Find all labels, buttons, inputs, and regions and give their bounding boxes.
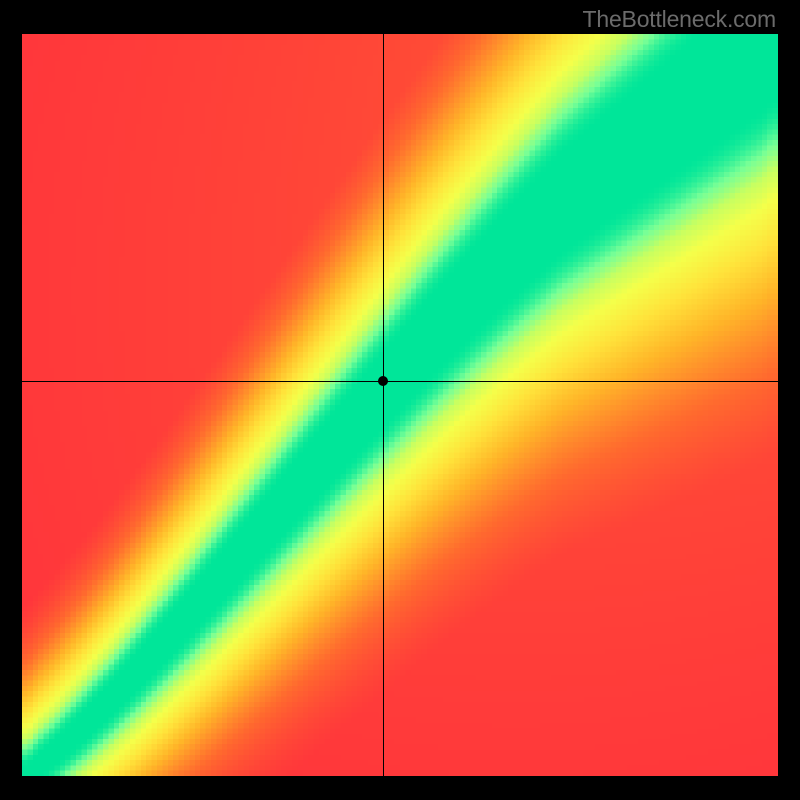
watermark-text: TheBottleneck.com xyxy=(583,6,776,33)
crosshair-marker xyxy=(378,376,388,386)
bottleneck-heatmap xyxy=(22,34,778,776)
heatmap-canvas xyxy=(22,34,778,776)
outer-frame: TheBottleneck.com xyxy=(0,0,800,800)
crosshair-vertical xyxy=(383,34,384,776)
crosshair-horizontal xyxy=(22,381,778,382)
